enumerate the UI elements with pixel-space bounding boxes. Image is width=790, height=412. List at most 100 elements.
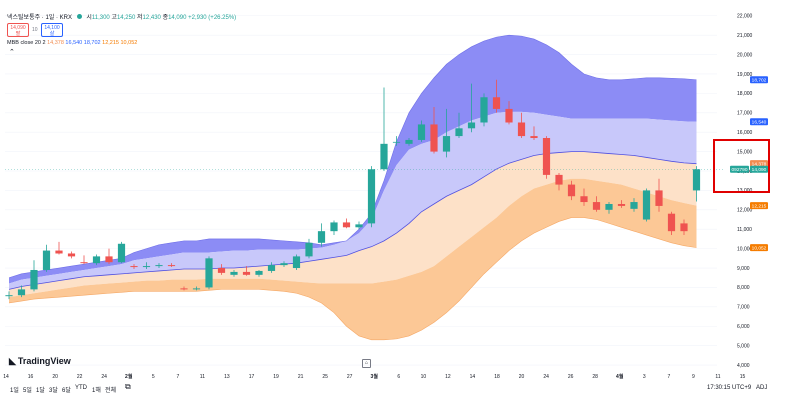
candle [42,244,51,272]
candle-body [5,295,13,297]
symbol-legend[interactable]: 넥스틸보통주 · 1일 · KRX 시11,300 고14,250 저12,43… [7,12,236,21]
sell-button[interactable]: 14,090 팔 [7,23,29,37]
timeframe-button[interactable]: YTD [75,385,87,391]
price-label-lower-inner: 12,215 [750,202,768,209]
y-tick-label: 11,000 [737,227,752,233]
candle [505,101,513,125]
x-tick-label: 7 [667,374,670,380]
candle-body [555,174,563,185]
price-label-text: 12,215 [752,203,767,209]
candle [380,87,388,172]
logo-text: TradingView [17,356,71,366]
x-tick-label: 4월 [616,373,624,380]
candle [255,269,263,277]
candle [567,180,576,201]
candle-body [380,143,388,170]
timeframe-button[interactable]: 6달 [62,388,71,394]
scroll-to-date-icon[interactable]: ⌂ [362,359,371,368]
calendar-range-icon[interactable]: ⧉ [125,382,131,391]
x-tick-label: 10 [421,374,427,380]
timeframe-button[interactable]: 1일 [10,388,19,394]
price-label-lower-outer: 10,052 [750,244,768,251]
x-tick-label: 15 [740,374,746,380]
candle-body [180,288,188,290]
ind-value-inner-lower: 12,215 [102,40,119,46]
x-tick-label: 16 [28,374,34,380]
candle [467,83,476,133]
ind-value-outer-lower: 10,052 [120,40,138,46]
candle-body [167,265,176,267]
candle [530,126,538,140]
price-label-last: 14,090 [750,165,768,173]
candle [605,202,613,214]
candle [405,138,413,146]
price-label-bg [750,76,768,84]
buy-label: 살 [49,31,55,37]
candle [655,178,663,212]
candle-body [142,266,151,268]
inner-lower-band [9,151,697,298]
candle-body [542,138,551,175]
candle [642,188,651,222]
outer-upper-band [9,35,697,284]
price-label-symbol: 092790 [730,165,749,173]
candle-body [342,222,351,228]
candle [342,218,351,229]
candle-body [442,136,451,152]
price-label-bg [750,244,768,252]
candle-body [205,258,213,288]
price-label-bg [750,160,768,168]
candle [355,221,363,230]
price-label-text: 092790 [731,167,747,173]
x-tick-label: 26 [568,374,574,380]
y-tick-label: 4,000 [737,363,750,369]
candle [192,286,201,291]
candle-body [605,203,613,210]
tv-icon: ◣ [9,356,16,366]
candle-body [55,250,63,254]
candle-body [17,289,26,296]
candle-body [617,203,626,206]
timeframe-button[interactable]: 1해 [92,388,101,394]
x-tick-label: 11 [200,374,205,380]
x-tick-label: 18 [494,374,500,380]
candle [455,112,463,139]
timeframe-button[interactable]: 5일 [23,388,32,394]
candle-body [417,124,426,140]
candle-body [680,223,688,232]
candle [330,220,338,236]
timeframe-button[interactable]: 전체 [105,388,117,394]
candle-body [467,122,476,129]
y-tick-label: 18,000 [737,91,753,97]
candle [5,291,13,300]
x-tick-label: 19 [273,374,279,380]
price-label-bg [750,118,768,126]
candle-body [230,271,238,275]
candle-body [255,270,263,275]
candle [230,269,238,277]
candle-body [42,250,51,270]
candle-body [517,122,526,137]
adj-toggle[interactable]: ADJ [756,385,768,391]
candle-body [355,224,363,228]
candle-body [430,124,438,152]
candle [217,264,226,275]
candle [317,223,326,247]
candle-body [330,222,338,232]
x-tick-label: 20 [52,374,58,380]
indicator-legend[interactable]: MBB close 20 2 14,378 16,540 18,702 12,2… [7,40,137,46]
candle [667,211,676,236]
collapse-chevron-icon[interactable]: ⌃ [9,49,15,56]
time-info: 17:30:15 UTC+9 [707,385,752,391]
candle [242,266,251,276]
buy-button[interactable]: 14,100 살 [41,23,63,37]
y-tick-label: 20,000 [737,52,753,58]
timeframe-button[interactable]: 1달 [36,388,45,394]
timeframe-button[interactable]: 3달 [49,388,58,394]
x-tick-label: 25 [322,374,328,380]
price-label-text: 10,052 [752,245,767,251]
high-value: 14,250 [116,15,136,21]
candle [430,106,438,154]
